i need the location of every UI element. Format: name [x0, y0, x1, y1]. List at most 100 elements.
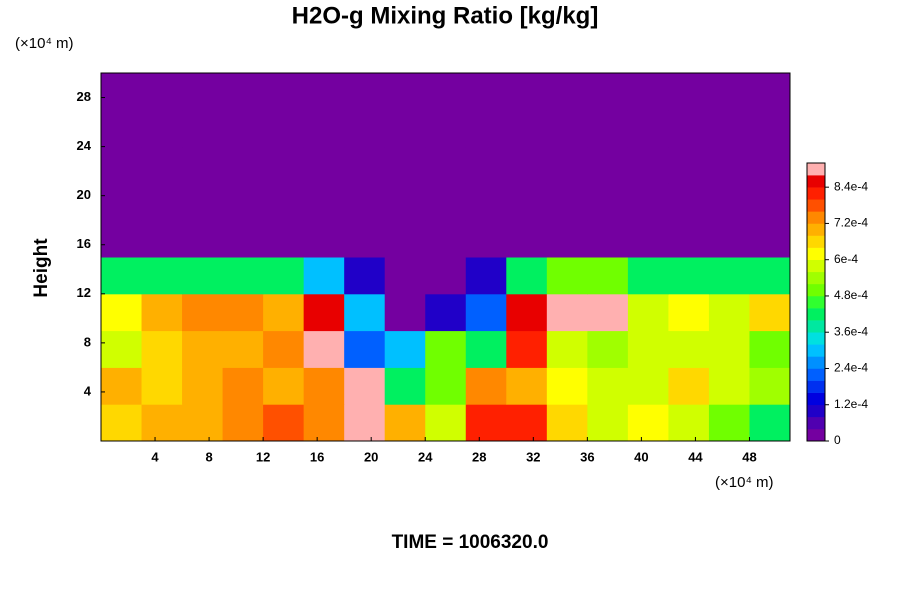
colorbar-swatch: [807, 211, 825, 224]
heat-cell: [587, 293, 629, 332]
y-tick-label: 4: [84, 383, 92, 398]
heat-cell: [587, 73, 629, 111]
heat-cell: [344, 367, 386, 405]
y-unit-label: (×10⁴ m): [15, 35, 74, 52]
heat-cell: [101, 404, 143, 441]
heat-cell: [222, 183, 264, 221]
heat-cell: [587, 220, 629, 258]
heat-cell: [141, 293, 183, 332]
heat-cell: [708, 220, 750, 258]
x-tick-label: 12: [256, 449, 270, 464]
heat-cell: [627, 220, 669, 258]
heat-cell: [222, 367, 264, 405]
heat-cell: [668, 146, 710, 184]
time-label: TIME = 1006320.0: [392, 532, 549, 553]
heat-cell: [749, 404, 790, 441]
heat-cell: [222, 220, 264, 258]
heat-cell: [303, 73, 345, 111]
heat-cell: [303, 220, 345, 258]
heat-cell: [708, 146, 750, 184]
heat-cell: [182, 109, 224, 148]
heat-cell: [546, 293, 588, 332]
heat-cell: [465, 367, 507, 405]
colorbar-frame: [806, 162, 826, 442]
heat-cell: [101, 257, 143, 295]
heat-cell: [222, 109, 264, 148]
x-tick-label: 24: [418, 449, 433, 464]
heat-cell: [182, 220, 224, 258]
heat-cell: [425, 146, 467, 184]
heat-cell: [627, 293, 669, 332]
heat-cell: [344, 109, 386, 148]
heat-cell: [303, 293, 345, 332]
heat-cell: [384, 367, 426, 405]
colorbar-swatch: [807, 199, 825, 212]
heat-cell: [708, 404, 750, 441]
colorbar-swatch: [807, 187, 825, 200]
y-tick-label: 8: [84, 334, 91, 349]
heat-cell: [506, 330, 548, 368]
heat-cell: [506, 73, 548, 111]
heat-cell: [425, 220, 467, 258]
heat-cell: [263, 220, 305, 258]
heat-cell: [546, 73, 588, 111]
heat-cell: [384, 183, 426, 221]
heat-cell: [749, 367, 790, 405]
heat-cell: [668, 367, 710, 405]
colorbar-swatch: [807, 163, 825, 176]
heat-cell: [425, 73, 467, 111]
heat-cell: [587, 257, 629, 295]
heat-cell: [222, 330, 264, 368]
heat-cell: [627, 109, 669, 148]
heat-cell: [465, 183, 507, 221]
heat-cell: [506, 367, 548, 405]
heat-cell: [627, 73, 669, 111]
heat-cell: [668, 109, 710, 148]
heat-cell: [506, 404, 548, 441]
colorbar-tick-label: 3.6e-4: [834, 324, 868, 338]
heat-cell: [465, 330, 507, 368]
heat-cell: [546, 220, 588, 258]
x-unit-label: (×10⁴ m): [715, 474, 774, 491]
colorbar-tick-label: 4.8e-4: [834, 288, 868, 302]
heat-cell: [303, 146, 345, 184]
y-axis-label: Height: [31, 238, 52, 298]
heat-cell: [141, 404, 183, 441]
heat-cell: [182, 183, 224, 221]
x-tick-label: 16: [310, 449, 324, 464]
heat-cell: [101, 367, 143, 405]
heat-cell: [425, 257, 467, 295]
colorbar-swatch: [807, 235, 825, 248]
heat-cell: [303, 404, 345, 441]
x-tick-label: 8: [205, 449, 212, 464]
heat-cell: [506, 293, 548, 332]
colorbar-tick-label: 6e-4: [834, 252, 858, 266]
colorbar-swatch: [807, 295, 825, 309]
colorbar-swatch: [807, 392, 825, 406]
heat-cell: [587, 367, 629, 405]
heat-cell: [749, 146, 790, 184]
heat-cell: [222, 257, 264, 295]
heat-cell: [506, 183, 548, 221]
heat-cell: [344, 73, 386, 111]
heat-cell: [101, 330, 143, 368]
colorbar-swatch: [807, 320, 825, 333]
x-tick-label: 44: [688, 449, 703, 464]
heat-cell: [263, 367, 305, 405]
heat-cell: [344, 146, 386, 184]
heat-cell: [546, 146, 588, 184]
heat-cell: [627, 183, 669, 221]
y-tick-label: 20: [77, 187, 91, 202]
colorbar-swatch: [807, 271, 825, 285]
heat-cell: [344, 257, 386, 295]
heat-cell: [587, 330, 629, 368]
heat-cell: [708, 367, 750, 405]
heat-cell: [425, 404, 467, 441]
heat-cell: [384, 146, 426, 184]
heat-cell: [101, 73, 143, 111]
heat-cell: [344, 183, 386, 221]
heat-cell: [668, 257, 710, 295]
heat-cell: [465, 146, 507, 184]
heat-cell: [627, 404, 669, 441]
heat-cell: [222, 73, 264, 111]
